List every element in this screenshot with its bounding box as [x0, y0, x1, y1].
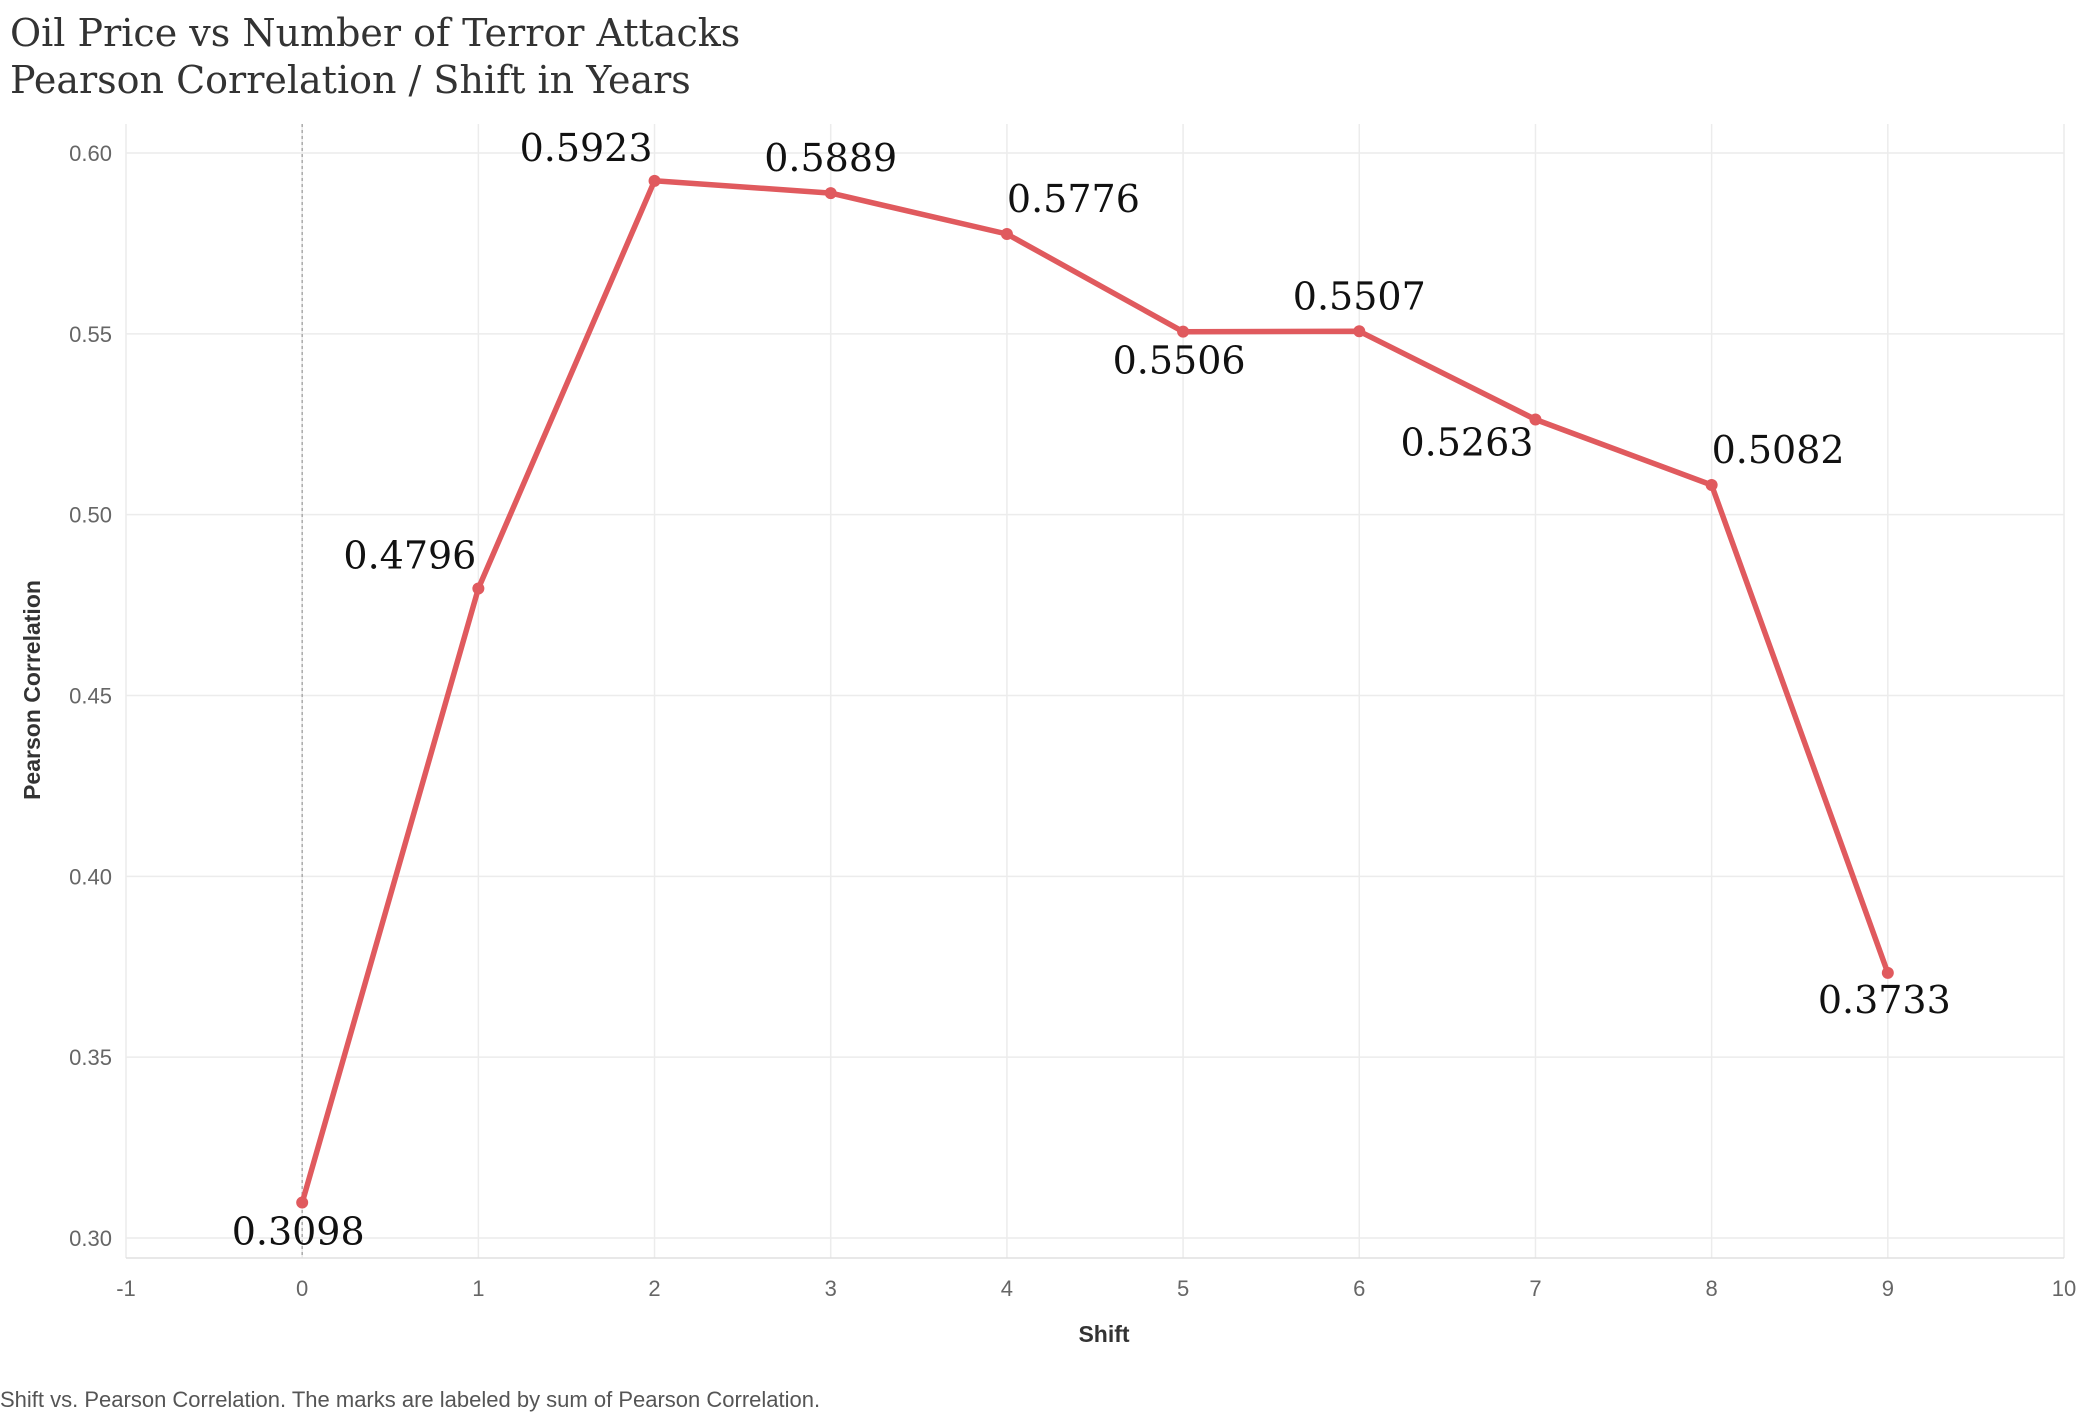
series-line: [299, 178, 1891, 1206]
data-label: 0.3733: [1818, 978, 1951, 1022]
x-tick-label: 10: [2052, 1276, 2076, 1301]
y-tick-label: 0.35: [69, 1045, 112, 1070]
data-point-layer: [296, 174, 1894, 1209]
data-label: 0.4796: [343, 533, 476, 577]
y-tick-label: 0.40: [69, 864, 112, 889]
x-tick-label: 4: [1001, 1276, 1013, 1301]
chart-subtitle: Pearson Correlation / Shift in Years: [10, 58, 691, 102]
y-tick-label: 0.30: [69, 1226, 112, 1251]
data-point: [472, 582, 485, 595]
tick-label-layer: 0.30 0.35 0.40 0.45 0.50 0.55 0.60 -1 0 1 2 3 4 5 6 7 8 9…: [69, 141, 2076, 1301]
x-tick-label: 8: [1706, 1276, 1718, 1301]
y-tick-label: 0.45: [69, 684, 112, 709]
x-tick-label: -1: [116, 1276, 136, 1301]
series-line-layer: [299, 178, 1891, 1206]
data-point: [1177, 325, 1190, 338]
x-tick-label: 7: [1529, 1276, 1541, 1301]
data-label-layer: 0.3098 0.4796 0.5923 0.5889 0.5776 0.5506 0.55…: [232, 126, 1951, 1254]
data-label: 0.5889: [764, 136, 897, 180]
y-axis-title: Pearson Correlation: [19, 580, 45, 800]
data-point: [1000, 228, 1013, 241]
y-tick-label: 0.50: [69, 503, 112, 528]
data-label: 0.5923: [520, 126, 653, 170]
x-tick-label: 0: [296, 1276, 308, 1301]
data-point: [1529, 413, 1542, 426]
data-point: [648, 174, 661, 187]
x-tick-label: 3: [825, 1276, 837, 1301]
x-tick-label: 6: [1353, 1276, 1365, 1301]
x-tick-label: 5: [1177, 1276, 1189, 1301]
y-tick-label: 0.60: [69, 141, 112, 166]
data-label: 0.5776: [1007, 177, 1140, 221]
data-point: [824, 187, 837, 200]
data-point: [1881, 966, 1894, 979]
y-tick-label: 0.55: [69, 322, 112, 347]
x-axis-title: Shift: [1078, 1321, 1129, 1347]
data-label: 0.5507: [1293, 274, 1426, 318]
chart-caption: Shift vs. Pearson Correlation. The marks…: [0, 1387, 820, 1412]
data-point: [1705, 479, 1718, 492]
data-label: 0.5506: [1113, 339, 1246, 383]
x-tick-label: 9: [1882, 1276, 1894, 1301]
x-tick-label: 2: [648, 1276, 660, 1301]
data-label: 0.3098: [232, 1210, 365, 1254]
x-tick-label: 1: [472, 1276, 484, 1301]
chart-title: Oil Price vs Number of Terror Attacks: [10, 11, 740, 55]
data-label: 0.5263: [1400, 421, 1533, 465]
data-label: 0.5082: [1712, 428, 1845, 472]
data-point: [1353, 325, 1366, 338]
grid-layer: [125, 124, 2065, 1259]
data-point: [296, 1196, 309, 1209]
